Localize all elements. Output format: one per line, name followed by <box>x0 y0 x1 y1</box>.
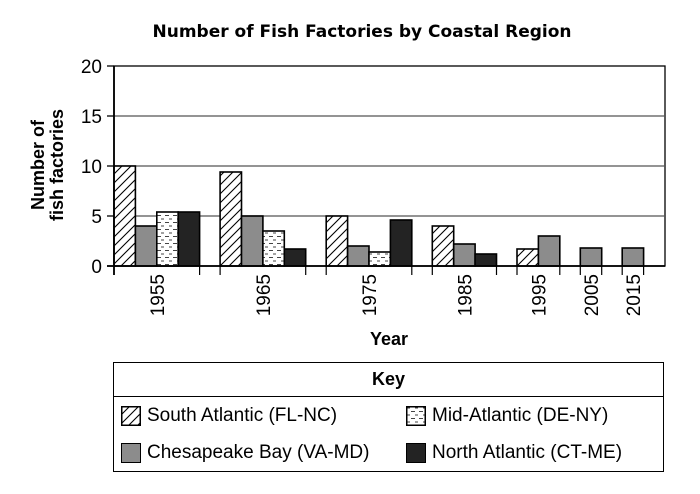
bar-north-atlantic-1975 <box>389 219 413 267</box>
bar-chesapeake-bay-1975 <box>346 245 370 267</box>
x-tick-label: 1995 <box>529 274 550 316</box>
bar-north-atlantic-1985 <box>474 253 498 267</box>
legend-label: North Atlantic (CT-ME) <box>432 442 623 463</box>
x-tick-label: 2015 <box>624 274 645 316</box>
bar-chesapeake-bay-1965 <box>240 215 264 267</box>
bar-south-atlantic-1965 <box>219 171 243 267</box>
y-axis-title-line-2: fish factories <box>47 109 67 221</box>
legend-swatch-dotted <box>406 406 426 426</box>
legend-item-north-atlantic: North Atlantic (CT-ME) <box>406 441 622 465</box>
legend-swatch-black <box>406 443 426 463</box>
legend-swatch-hatch <box>121 406 141 426</box>
y-tick-label: 5 <box>91 207 102 228</box>
bar-chesapeake-bay-2005 <box>579 247 603 267</box>
legend-item-mid-atlantic: Mid-Atlantic (DE-NY) <box>406 404 608 428</box>
legend-swatch-gray <box>121 443 141 463</box>
y-tick-label: 10 <box>81 157 102 178</box>
x-tick-label: 1975 <box>360 274 381 316</box>
bar-south-atlantic-1975 <box>325 215 349 267</box>
y-tick-label: 20 <box>81 57 102 78</box>
bar-south-atlantic-1955 <box>113 165 137 267</box>
y-axis-title-line-1: Number of <box>28 119 48 210</box>
bar-mid-atlantic-1955 <box>156 211 180 267</box>
legend-item-south-atlantic: South Atlantic (FL-NC) <box>121 404 337 428</box>
x-axis-title: Year <box>370 329 408 349</box>
bar-chesapeake-bay-1955 <box>134 225 158 267</box>
bar-south-atlantic-1985 <box>431 225 455 267</box>
bar-chesapeake-bay-1985 <box>452 243 476 267</box>
legend-label: South Atlantic (FL-NC) <box>147 405 338 426</box>
chart-title: Number of Fish Factories by Coastal Regi… <box>152 22 571 42</box>
legend-label: Mid-Atlantic (DE-NY) <box>432 405 609 426</box>
x-tick-label: 2005 <box>582 274 603 316</box>
bar-chesapeake-bay-1995 <box>537 235 561 267</box>
bar-chart: Number of Fish Factories by Coastal Regi… <box>28 22 666 349</box>
bar-north-atlantic-1965 <box>283 248 307 267</box>
y-tick-label: 15 <box>81 107 102 128</box>
bar-mid-atlantic-1975 <box>368 251 392 267</box>
bar-north-atlantic-1955 <box>177 211 201 267</box>
bar-south-atlantic-1995 <box>516 248 540 267</box>
y-tick-label: 0 <box>91 257 102 278</box>
legend-title: Key <box>114 363 663 397</box>
legend-label: Chesapeake Bay (VA-MD) <box>147 442 370 463</box>
legend-item-chesapeake-bay: Chesapeake Bay (VA-MD) <box>121 441 369 465</box>
x-tick-label: 1955 <box>148 274 169 316</box>
legend: Key South Atlantic (FL-NC) Mid-Atlantic … <box>113 362 664 472</box>
x-tick-label: 1985 <box>455 274 476 316</box>
bar-mid-atlantic-1965 <box>262 230 286 267</box>
bar-chesapeake-bay-2015 <box>621 247 645 267</box>
x-tick-label: 1965 <box>254 274 275 316</box>
